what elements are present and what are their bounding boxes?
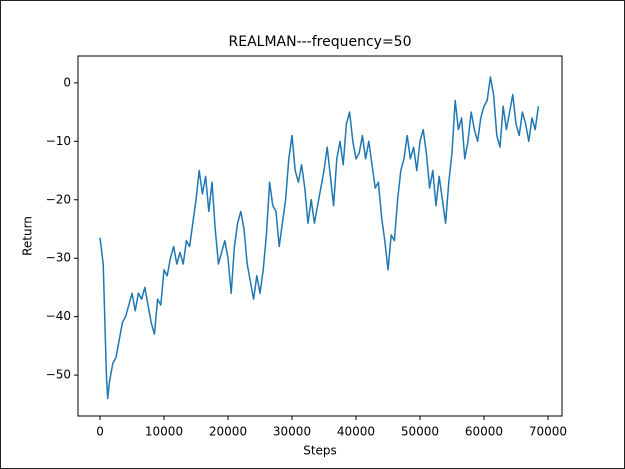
x-tick-label: 40000 [337, 425, 375, 439]
x-tick-label: 50000 [401, 425, 439, 439]
x-axis-label: Steps [303, 444, 337, 458]
y-axis-label: Return [21, 216, 35, 256]
data-line [99, 76, 540, 400]
x-tick-label: 70000 [529, 425, 567, 439]
plot-frame [77, 55, 563, 417]
y-tick-label: −40 [46, 309, 71, 323]
y-tick-label: 0 [63, 75, 71, 89]
x-tick-label: 10000 [145, 425, 183, 439]
y-tick-label: −30 [46, 251, 71, 265]
y-tick-label: −20 [46, 192, 71, 206]
y-tick-label: −10 [46, 134, 71, 148]
chart-title: REALMAN---frequency=50 [229, 34, 412, 50]
x-tick-label: 60000 [465, 425, 503, 439]
x-tick-label: 30000 [273, 425, 311, 439]
y-tick-label: −50 [46, 368, 71, 382]
x-tick-label: 20000 [209, 425, 247, 439]
x-tick-label: 0 [96, 425, 104, 439]
